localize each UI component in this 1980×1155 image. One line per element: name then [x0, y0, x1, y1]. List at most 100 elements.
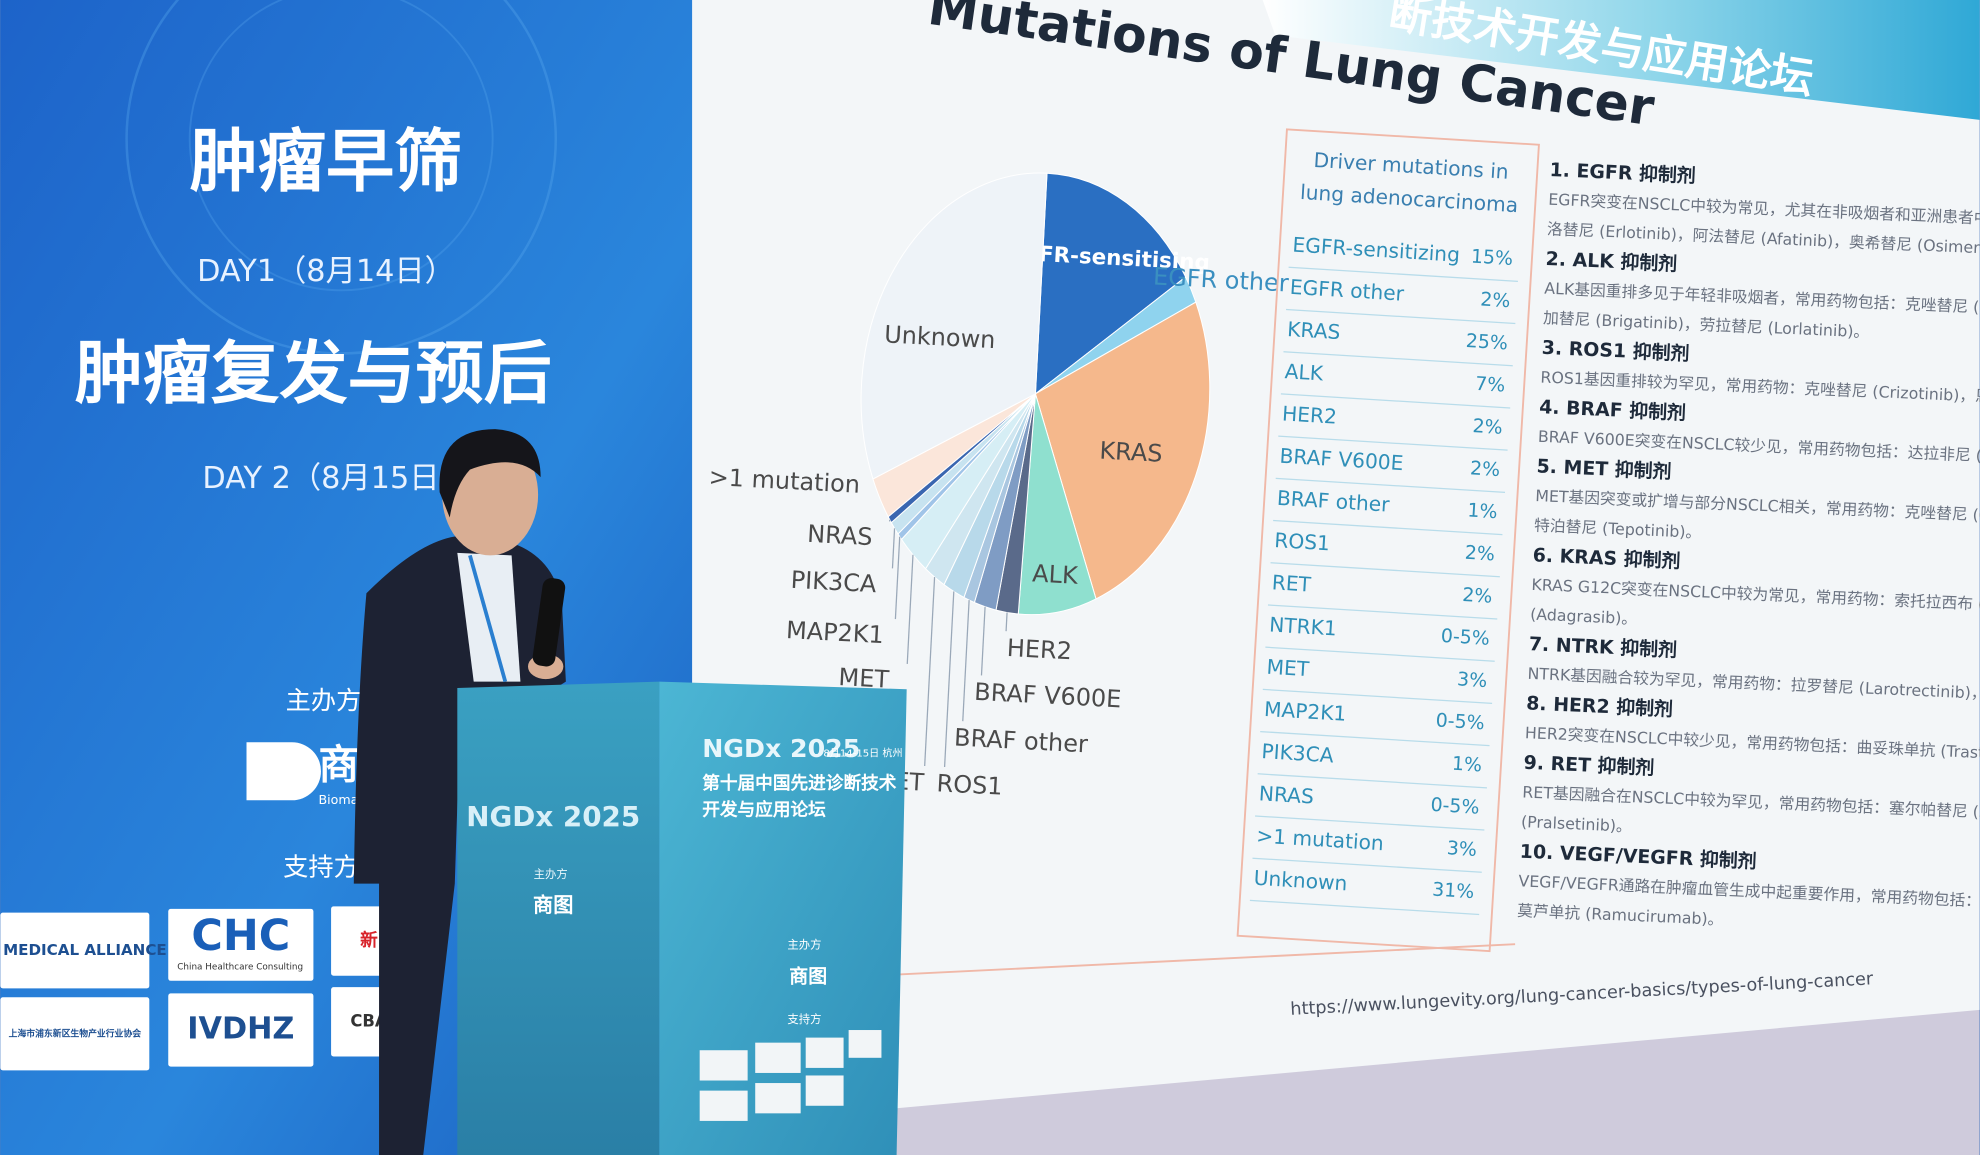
pie-slice: [860, 172, 1048, 480]
table-cell: 1%: [1451, 753, 1482, 777]
podium-sponsor: [699, 1090, 748, 1121]
table-rule: [1265, 646, 1495, 662]
table-cell: 3%: [1457, 668, 1488, 692]
table-cell: MET: [1266, 655, 1311, 682]
pie-label: BRAF other: [954, 723, 1089, 758]
podium-logo: NGDx 2025: [466, 800, 640, 833]
pie-label: ROS1: [936, 769, 1003, 800]
note-text: (Adagrasib)。: [1530, 605, 1638, 629]
table-cell: PIK3CA: [1261, 739, 1335, 767]
sponsor-logo: IVDHZ: [187, 1012, 294, 1047]
sponsor-logo-sub: China Healthcare Consulting: [177, 962, 303, 972]
table-cell: 0-5%: [1435, 709, 1485, 734]
sponsor-logo-box: [168, 993, 314, 1067]
pie-label: NRAS: [807, 520, 874, 551]
sponsor-logo: 上海市浦东新区生物产业行业协会: [9, 1027, 142, 1039]
pie-slice: [1034, 172, 1187, 395]
table-rule: [1257, 773, 1487, 789]
pie-slice: [1017, 393, 1097, 616]
pie-label: Unknown: [884, 320, 997, 354]
table-rule: [1285, 308, 1516, 325]
table-rule: [1288, 266, 1518, 282]
table-cell: HER2: [1281, 401, 1337, 428]
podium-sponsor: [805, 1075, 844, 1106]
banner-title: 肿瘤复发与预后: [75, 335, 552, 414]
leader-line: [943, 591, 955, 768]
table-cell: 2%: [1472, 415, 1503, 439]
speaker-lanyard: [468, 554, 508, 683]
table-cell: NRAS: [1258, 781, 1314, 808]
table-rule: [1262, 688, 1493, 705]
table-cell: ROS1: [1274, 528, 1331, 555]
banner-host-sub: Biomap: [318, 792, 366, 807]
podium-host-label: 主办方: [534, 867, 568, 881]
leader-line: [891, 528, 896, 569]
leader-line: [894, 536, 901, 620]
podium-title: 开发与应用论坛: [702, 798, 826, 820]
table-rule: [1252, 857, 1482, 873]
sponsor-logo: CHC: [191, 911, 290, 961]
speaker: [353, 429, 566, 1155]
slide-header-band: [1262, 0, 1980, 120]
table-rule: [1249, 899, 1480, 916]
pie-label: PIK3CA: [790, 566, 878, 598]
table-rule: [1260, 730, 1490, 747]
note-heading: 2. ALK 抑制剂: [1545, 247, 1678, 276]
table-rule: [1280, 393, 1511, 409]
sponsor-logo: CBA: [350, 1011, 388, 1030]
table-cell: 0-5%: [1430, 794, 1480, 819]
banner-support-label: 支持方: [283, 852, 359, 881]
table-cell: 15%: [1470, 245, 1513, 270]
table-rule: [1278, 435, 1508, 451]
table-cell: 1%: [1467, 499, 1498, 523]
leader-line: [1005, 612, 1008, 632]
table-cell: 2%: [1480, 288, 1511, 312]
table-cell: KRAS: [1287, 317, 1341, 344]
table-border: [1236, 128, 1540, 953]
podium-side-host: 商图: [789, 965, 827, 988]
leader-line: [962, 600, 970, 722]
podium-sponsor: [848, 1030, 882, 1058]
podium-side-host-label: 主办方: [787, 937, 821, 951]
podium-date: 8月14-15日 杭州: [823, 747, 902, 760]
banner-title: 肿瘤早筛: [190, 123, 463, 202]
sponsor-logo: 新: [360, 929, 378, 951]
podium-sponsor: [755, 1042, 801, 1073]
table-rule: [1283, 351, 1513, 367]
podium-side-support-label: 支持方: [787, 1012, 821, 1026]
table-cell: 0-5%: [1440, 625, 1490, 650]
table-rule: [1255, 815, 1485, 831]
pie-label: EGFR other: [1152, 262, 1289, 297]
table-rule: [1270, 562, 1500, 578]
sponsor-logo-box: [0, 997, 150, 1071]
speaker-suit: [353, 536, 566, 1155]
podium-host: 商图: [533, 893, 573, 917]
table-rule: [1273, 519, 1503, 536]
host-logo-mark: [246, 742, 321, 801]
banner-decor: [188, 0, 494, 292]
sponsor-logo: MEDICAL ALLIANCE: [3, 941, 167, 959]
table-cell: RET: [1271, 570, 1312, 596]
table-cell: 2%: [1462, 584, 1493, 608]
podium-front: [457, 681, 660, 1155]
speaker-hair: [439, 429, 541, 518]
banner-day: DAY 2（8月15日: [202, 461, 439, 496]
table-rule: [1275, 477, 1506, 494]
table-cell: Unknown: [1253, 866, 1348, 896]
table-cell: 3%: [1446, 837, 1477, 861]
podium-side: [659, 681, 907, 1155]
podium-side-logo: NGDx 2025: [702, 734, 860, 763]
podium: NGDx 2025 主办方 商图 NGDx 2025 8月14-15日 杭州 第…: [457, 681, 907, 1155]
table-cell: 2%: [1469, 457, 1500, 481]
microphone: [532, 578, 566, 667]
pie-label: ALK: [1032, 559, 1080, 589]
podium-sponsor: [805, 1037, 844, 1068]
table-cell: 31%: [1432, 879, 1475, 904]
pie-label: KRAS: [1099, 437, 1163, 468]
podium-sponsor: [755, 1083, 801, 1114]
podium-sponsor: [699, 1050, 748, 1081]
table-cell: 25%: [1465, 330, 1508, 355]
